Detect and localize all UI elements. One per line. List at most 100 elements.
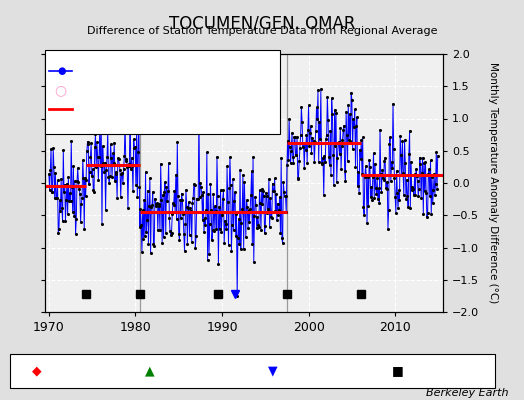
Point (397, 152, 405, 158)
Point (253, 214, 261, 220)
Point (158, 240, 166, 246)
Point (379, 175, 387, 181)
Text: ●: ● (57, 66, 66, 76)
Point (110, 140, 118, 146)
Point (281, 193, 290, 199)
Point (421, 159, 430, 165)
Point (249, 154, 257, 160)
Point (268, 180, 277, 187)
Point (416, 160, 424, 167)
Point (286, 144, 294, 150)
Point (270, 175, 279, 182)
Point (174, 231, 183, 237)
Point (290, 134, 298, 140)
Point (169, 202, 178, 208)
Point (296, 145, 304, 152)
Point (180, 248, 189, 254)
Point (117, 171, 126, 178)
Point (278, 240, 287, 246)
Point (67, 138, 75, 144)
Point (347, 89, 355, 96)
Point (162, 184, 171, 190)
Point (358, 134, 367, 141)
Point (418, 155, 427, 161)
Point (184, 204, 192, 211)
Point (203, 257, 212, 264)
Point (400, 192, 408, 198)
Point (49, 144, 58, 151)
Point (83, 138, 92, 145)
Text: Empirical Break: Empirical Break (411, 366, 494, 376)
Point (343, 158, 352, 164)
Point (126, 106, 134, 112)
Point (391, 194, 399, 201)
Point (304, 102, 313, 109)
Point (309, 140, 317, 146)
Point (125, 160, 134, 167)
Point (176, 196, 184, 203)
Point (72, 216, 81, 222)
Point (74, 179, 83, 185)
Point (421, 188, 429, 194)
Point (161, 230, 170, 236)
Point (291, 134, 299, 140)
Point (202, 207, 210, 213)
Point (357, 137, 365, 144)
Point (388, 165, 397, 171)
Point (355, 190, 363, 196)
Point (206, 181, 215, 187)
Point (403, 192, 412, 199)
Point (144, 240, 152, 247)
Point (151, 201, 160, 208)
Point (333, 179, 341, 185)
Point (151, 195, 159, 202)
Point (205, 221, 214, 228)
Point (257, 186, 266, 192)
Point (300, 164, 309, 171)
Point (120, 153, 128, 159)
Point (157, 161, 165, 167)
Point (314, 87, 322, 94)
Point (219, 186, 227, 193)
Point (430, 171, 438, 177)
Point (289, 160, 298, 166)
Point (135, 112, 143, 119)
Point (119, 180, 127, 186)
Point (200, 229, 208, 235)
Point (73, 165, 82, 171)
Point (166, 228, 174, 235)
Point (280, 188, 288, 195)
Point (260, 192, 268, 199)
Point (148, 202, 156, 208)
Point (157, 197, 166, 203)
Point (376, 126, 384, 133)
Point (75, 186, 83, 192)
Point (199, 189, 208, 196)
Point (406, 128, 414, 134)
Point (243, 197, 251, 203)
Text: Difference of Station Temperature Data from Regional Average: Difference of Station Temperature Data f… (87, 26, 437, 36)
Point (361, 173, 369, 180)
Point (89, 166, 97, 172)
Point (199, 217, 207, 223)
Point (330, 107, 339, 113)
Point (255, 224, 263, 230)
Text: ■: ■ (392, 364, 404, 378)
Point (240, 179, 248, 185)
Point (172, 171, 180, 178)
Point (80, 226, 89, 233)
Point (105, 180, 113, 186)
Point (306, 130, 314, 136)
Point (423, 214, 431, 220)
Point (85, 169, 94, 175)
Point (110, 160, 118, 166)
Point (115, 162, 124, 168)
Point (387, 178, 395, 184)
Text: ◆: ◆ (32, 364, 41, 378)
Point (326, 128, 334, 134)
Point (295, 158, 303, 164)
Point (50, 194, 59, 201)
Point (395, 197, 403, 204)
Point (406, 204, 414, 211)
Point (259, 188, 267, 194)
